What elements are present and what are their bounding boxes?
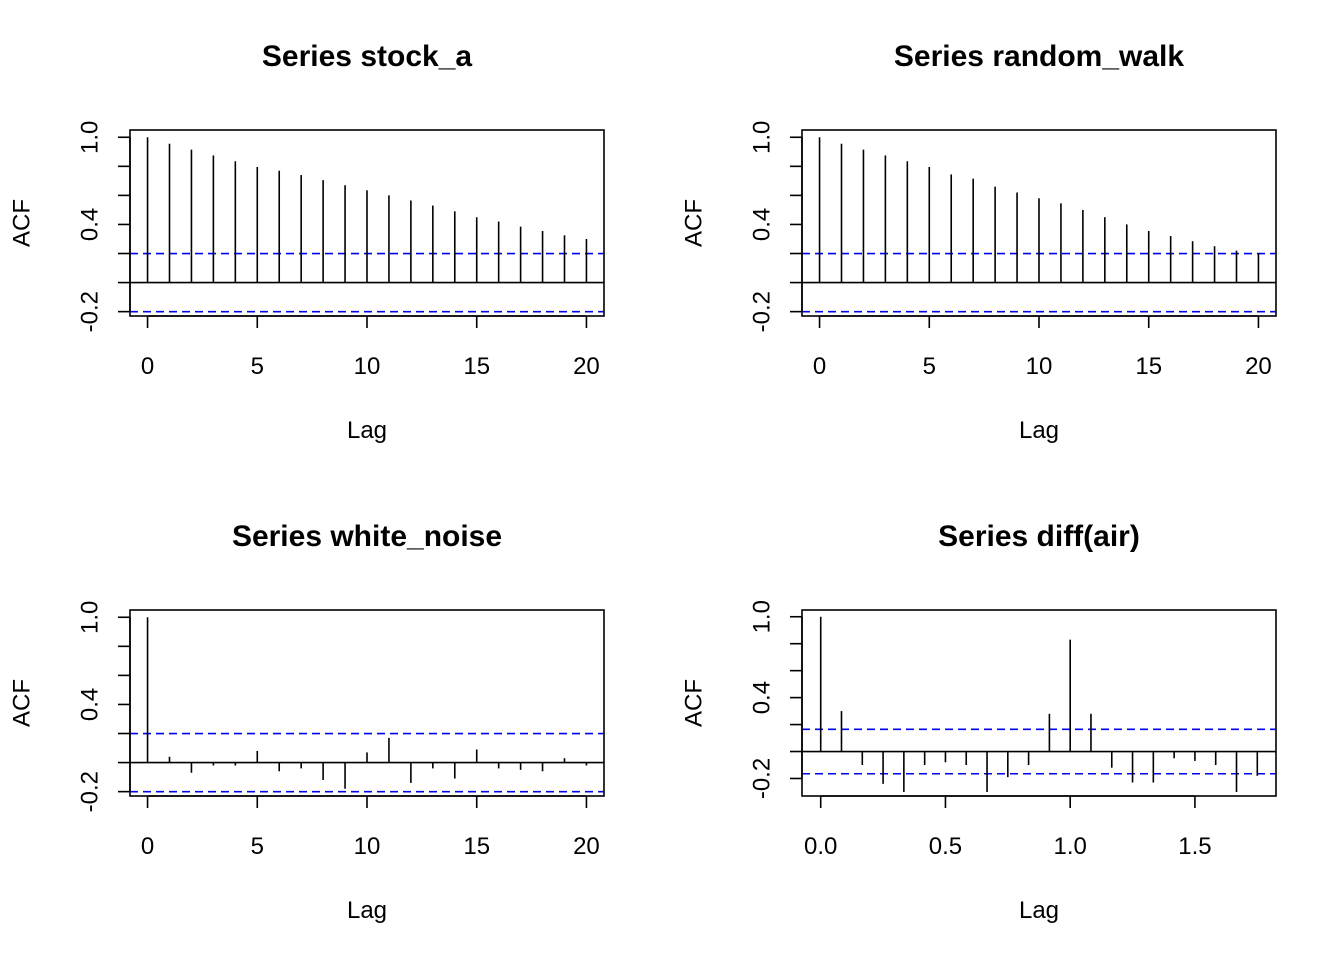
x-axis-label: Lag [347,897,387,924]
y-axis-label: ACF [681,199,708,247]
y-tick-label: 0.4 [77,208,104,241]
x-tick-label: 15 [463,353,490,380]
y-tick-label: 1.0 [749,600,776,633]
acf-panel: Series white_noise 0 5 10 15 20 -0.2 0.4 1.0 Lag A… [9,520,605,924]
x-axis-label: Lag [347,417,387,444]
x-tick-label: 1.0 [1053,833,1086,860]
y-tick-label: 1.0 [77,121,104,154]
acf-panel: Series diff(air) 0.0 0.5 1.0 1.5 -0.2 0.4 1.0 La… [681,520,1277,924]
x-tick-label: 15 [463,833,490,860]
acf-panel: Series stock_a 0 5 10 15 20 -0.2 0.4 1.0 Lag ACF [9,40,605,444]
x-tick-label: 5 [251,833,264,860]
x-tick-label: 0 [141,353,154,380]
chart-title: Series random_walk [894,40,1184,73]
x-tick-label: 1.5 [1178,833,1211,860]
y-tick-label: -0.2 [749,291,776,332]
x-axis-label: Lag [1019,417,1059,444]
chart-title: Series diff(air) [938,520,1140,553]
y-tick-label: 0.4 [749,208,776,241]
x-tick-label: 15 [1135,353,1162,380]
x-tick-label: 0.5 [929,833,962,860]
x-tick-label: 20 [573,353,600,380]
x-tick-label: 10 [1026,353,1053,380]
x-tick-label: 5 [251,353,264,380]
x-tick-label: 0 [813,353,826,380]
y-tick-label: -0.2 [77,771,104,812]
y-axis-label: ACF [681,679,708,727]
y-axis-label: ACF [9,679,36,727]
x-tick-label: 20 [573,833,600,860]
y-tick-label: 1.0 [749,121,776,154]
acf-panel: Series random_walk 0 5 10 15 20 -0.2 0.4 1.0 Lag A… [681,40,1277,444]
x-tick-label: 20 [1245,353,1272,380]
y-tick-label: 1.0 [77,601,104,634]
y-tick-label: 0.4 [749,681,776,714]
y-axis-label: ACF [9,199,36,247]
x-tick-label: 0.0 [804,833,837,860]
x-tick-label: 10 [354,353,381,380]
y-tick-label: -0.2 [749,758,776,799]
y-tick-label: -0.2 [77,291,104,332]
x-tick-label: 5 [923,353,936,380]
chart-title: Series white_noise [232,520,502,553]
x-tick-label: 0 [141,833,154,860]
y-tick-label: 0.4 [77,688,104,721]
chart-title: Series stock_a [262,40,472,73]
x-tick-label: 10 [354,833,381,860]
x-axis-label: Lag [1019,897,1059,924]
